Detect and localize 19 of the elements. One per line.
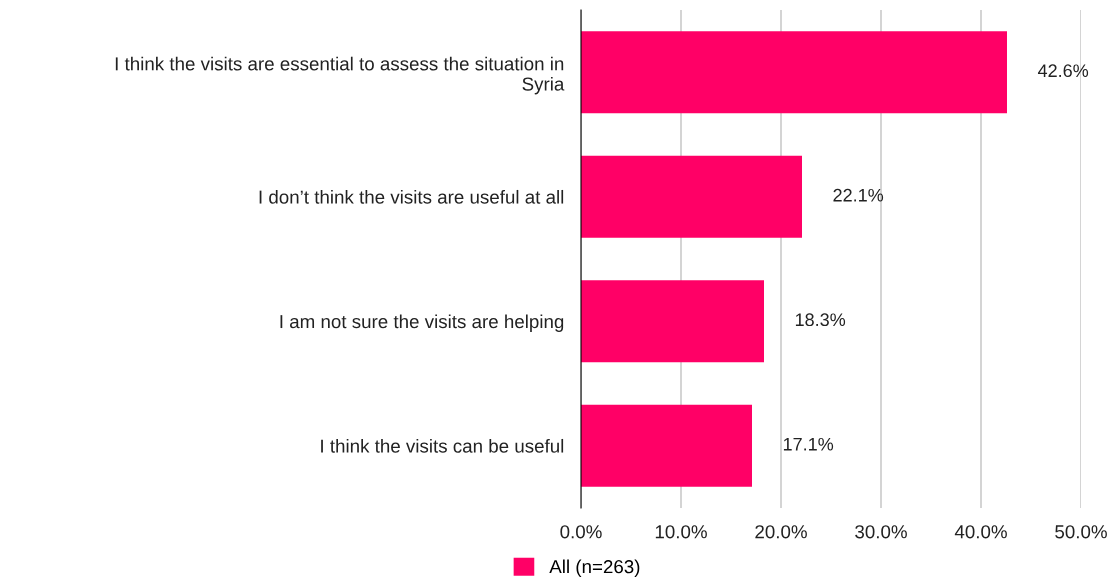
x-tick-label: 40.0% <box>954 525 1007 539</box>
y-tick-label: I don’t think the visits are useful at all <box>259 189 564 204</box>
data-label: 17.1% <box>783 437 834 451</box>
bar <box>581 155 802 238</box>
data-label: 42.6% <box>1037 64 1089 78</box>
x-tick-label: 10.0% <box>655 525 707 539</box>
x-tick-label: 20.0% <box>755 525 807 539</box>
x-tick-label: 50.0% <box>1055 525 1107 539</box>
y-tick-label: I think the visits can be useful <box>321 438 564 453</box>
bar <box>581 31 1007 114</box>
data-label: 18.3% <box>795 313 846 327</box>
y-tick-label: I am not sure the visits are helping <box>280 314 564 332</box>
legend-label: All (n=263) <box>549 559 640 577</box>
data-label: 22.1% <box>833 188 884 202</box>
x-tick-label: 0.0% <box>560 525 602 539</box>
x-tick-label: 30.0% <box>855 525 907 539</box>
bar <box>581 404 752 487</box>
y-tick-label: I think the visits are essential to assess the situation in Syria <box>115 56 565 95</box>
bar <box>581 280 764 363</box>
